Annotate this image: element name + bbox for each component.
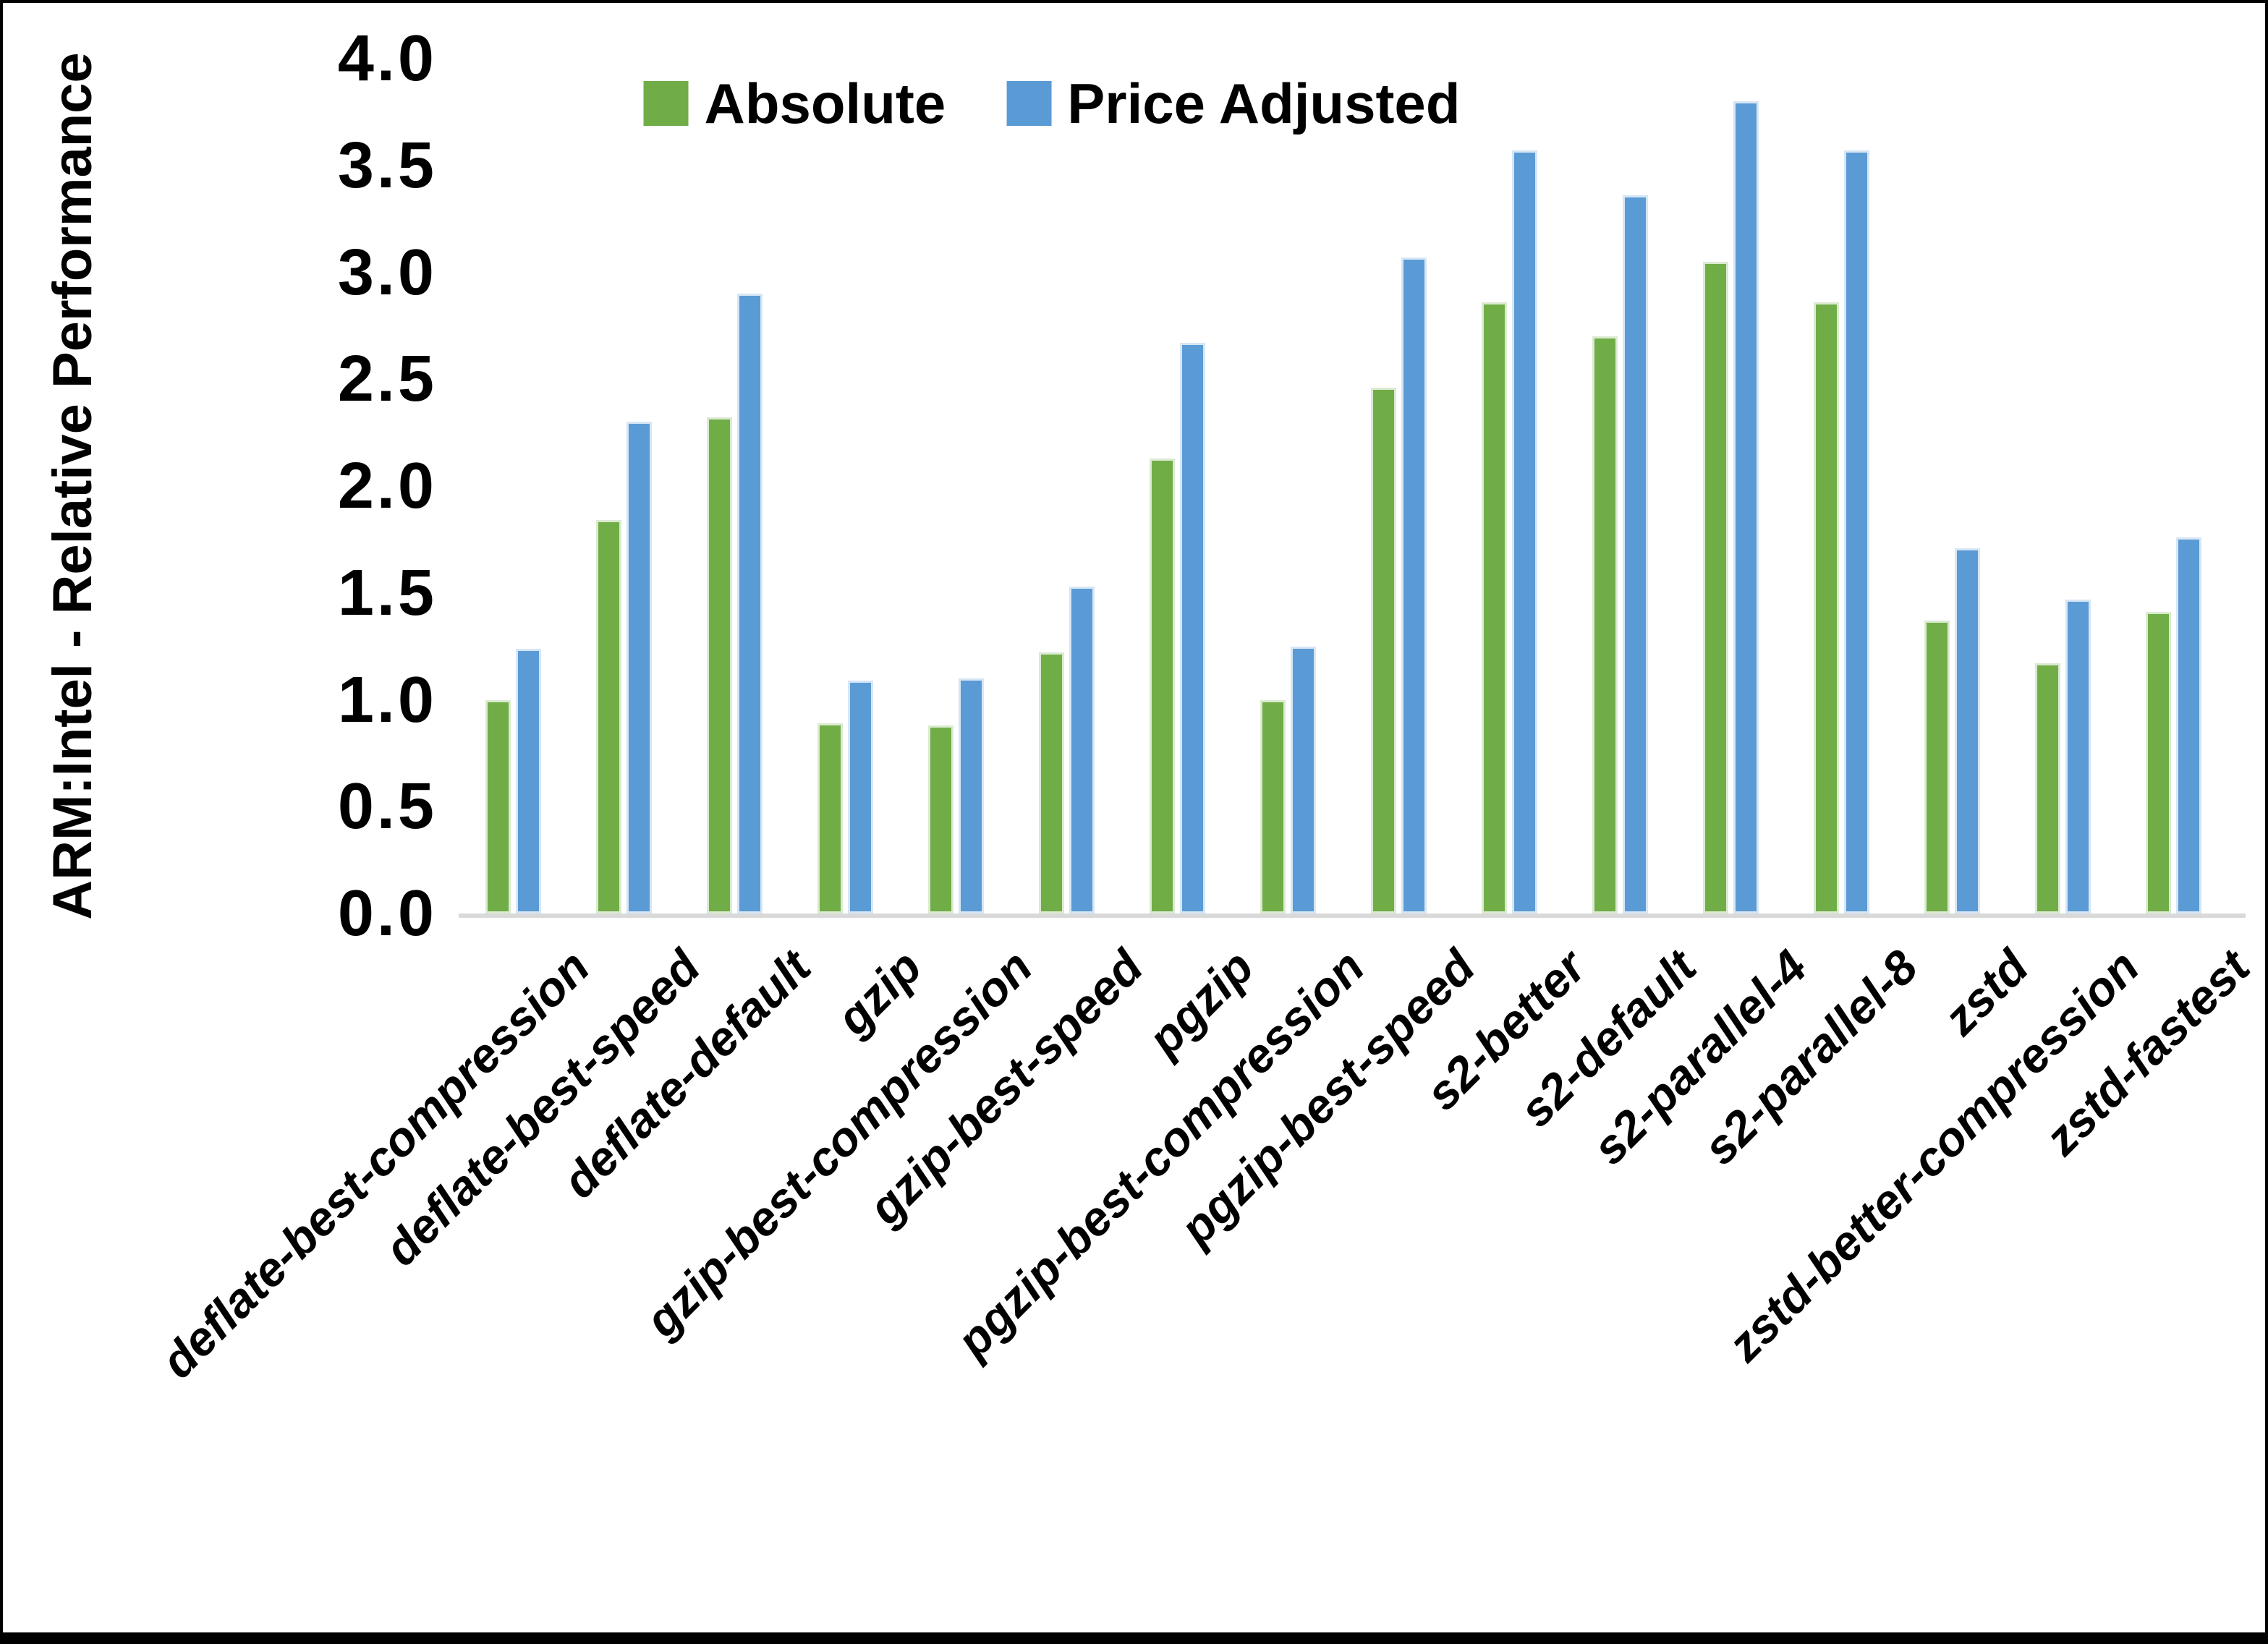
bar-price-adjusted [1291,646,1316,913]
y-axis-tick-label: 2.0 [337,450,437,522]
bar-price-adjusted [516,648,541,913]
legend-item-price-adjusted: Price Adjusted [1006,75,1460,132]
bar-price-adjusted [1623,195,1648,913]
bar-price-adjusted [737,294,763,913]
y-axis-tick-label: 1.0 [337,663,437,736]
x-axis-line [459,913,2246,918]
bar-price-adjusted [1401,257,1427,913]
bar-absolute [1482,302,1507,913]
legend-label-price-adjusted: Price Adjusted [1067,72,1461,135]
legend-item-absolute: Absolute [643,72,946,135]
bar-absolute [1703,261,1728,913]
bar-absolute [2035,663,2060,913]
bar-absolute [596,520,621,913]
bar-absolute [928,725,954,913]
bar-price-adjusted [627,422,652,913]
legend: Absolute Price Adjusted [643,72,1460,135]
y-axis-tick-label: 3.5 [337,129,437,202]
bar-absolute [1260,699,1286,913]
bar-price-adjusted [1512,150,1537,913]
bar-price-adjusted [2176,537,2201,913]
y-axis-tick-label: 0.0 [337,877,437,950]
y-axis-tick-label: 3.0 [337,236,437,309]
y-axis-title: ARM:Intel - Relative Performance [42,52,103,920]
bar-absolute [1814,302,1839,913]
bar-price-adjusted [1733,101,1759,913]
bar-absolute [707,417,732,913]
bar-price-adjusted [848,680,873,913]
y-axis-tick-label: 1.5 [337,556,437,629]
legend-swatch-price-adjusted [1006,81,1052,126]
bar-absolute [1039,652,1064,913]
bar-price-adjusted [2065,599,2091,913]
bar-price-adjusted [1844,150,1869,913]
bar-price-adjusted [1069,586,1095,913]
bar-price-adjusted [1180,343,1205,913]
bar-price-adjusted [959,678,984,913]
legend-label-absolute: Absolute [704,72,946,135]
bar-absolute [2146,612,2171,913]
x-axis-category-label: zstd [1932,940,2039,1045]
bar-absolute [1592,336,1618,913]
y-axis-tick-label: 0.5 [337,770,437,843]
bar-absolute [1924,621,1950,913]
bar-price-adjusted [1955,548,1980,913]
y-axis-tick-label: 4.0 [337,22,437,95]
bar-absolute [817,723,843,913]
bar-absolute [1150,458,1175,913]
x-axis-category-label: gzip [825,940,932,1045]
x-axis-category-label: deflate-best-compression [150,940,600,1389]
y-axis-tick-label: 2.5 [337,343,437,416]
bar-absolute [1371,388,1396,913]
legend-swatch-absolute [643,81,689,126]
bar-absolute [485,699,511,913]
